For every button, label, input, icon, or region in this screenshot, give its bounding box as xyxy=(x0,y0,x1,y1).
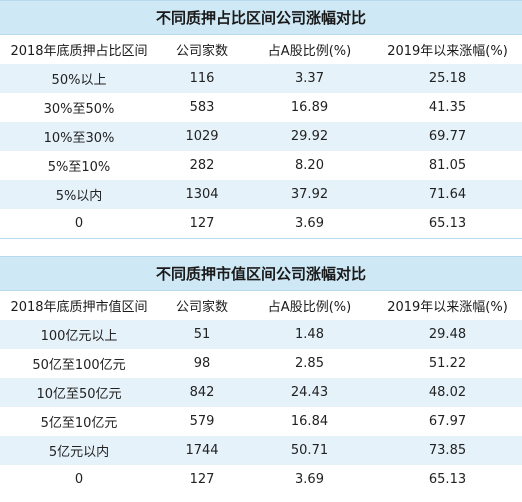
table-row: 10亿至50亿元 842 24.43 48.02 xyxy=(0,378,522,407)
cell-range: 0 xyxy=(0,465,158,494)
cell-count: 1304 xyxy=(158,180,246,209)
cell-gain: 73.85 xyxy=(373,436,522,465)
table-title: 不同质押占比区间公司涨幅对比 xyxy=(0,0,522,35)
cell-share: 24.43 xyxy=(246,378,373,407)
cell-gain: 71.64 xyxy=(373,180,522,209)
table-row: 100亿元以上 51 1.48 29.48 xyxy=(0,320,522,349)
table-row: 5%以内 1304 37.92 71.64 xyxy=(0,180,522,209)
cell-share: 3.37 xyxy=(246,64,373,93)
cell-count: 116 xyxy=(158,64,246,93)
cell-count: 282 xyxy=(158,151,246,180)
column-header: 公司家数 xyxy=(158,35,246,64)
table-title: 不同质押市值区间公司涨幅对比 xyxy=(0,256,522,291)
cell-range: 30%至50% xyxy=(0,93,158,122)
cell-gain: 65.13 xyxy=(373,465,522,494)
cell-gain: 65.13 xyxy=(373,209,522,238)
cell-range: 10亿至50亿元 xyxy=(0,378,158,407)
cell-share: 16.84 xyxy=(246,407,373,436)
table-row: 50%以上 116 3.37 25.18 xyxy=(0,64,522,93)
cell-range: 5%至10% xyxy=(0,151,158,180)
table-bottom-border xyxy=(0,238,522,239)
cell-count: 127 xyxy=(158,209,246,238)
cell-share: 1.48 xyxy=(246,320,373,349)
column-header: 占A股比例(%) xyxy=(246,35,373,64)
cell-count: 1744 xyxy=(158,436,246,465)
cell-count: 51 xyxy=(158,320,246,349)
pledge-ratio-table: 2018年底质押占比区间 公司家数 占A股比例(%) 2019年以来涨幅(%) … xyxy=(0,35,522,238)
cell-gain: 67.97 xyxy=(373,407,522,436)
cell-count: 583 xyxy=(158,93,246,122)
cell-range: 5%以内 xyxy=(0,180,158,209)
table-row: 5%至10% 282 8.20 81.05 xyxy=(0,151,522,180)
table-row: 10%至30% 1029 29.92 69.77 xyxy=(0,122,522,151)
column-header: 2018年底质押市值区间 xyxy=(0,291,158,320)
cell-gain: 48.02 xyxy=(373,378,522,407)
header-row: 2018年底质押市值区间 公司家数 占A股比例(%) 2019年以来涨幅(%) xyxy=(0,291,522,320)
cell-count: 127 xyxy=(158,465,246,494)
cell-share: 3.69 xyxy=(246,465,373,494)
cell-gain: 51.22 xyxy=(373,349,522,378)
table-row: 50亿至100亿元 98 2.85 51.22 xyxy=(0,349,522,378)
pledge-ratio-table-block: 不同质押占比区间公司涨幅对比 2018年底质押占比区间 公司家数 占A股比例(%… xyxy=(0,0,522,239)
cell-share: 37.92 xyxy=(246,180,373,209)
cell-gain: 81.05 xyxy=(373,151,522,180)
table-row: 5亿元以内 1744 50.71 73.85 xyxy=(0,436,522,465)
cell-gain: 41.35 xyxy=(373,93,522,122)
cell-range: 50%以上 xyxy=(0,64,158,93)
column-header: 公司家数 xyxy=(158,291,246,320)
column-header: 2019年以来涨幅(%) xyxy=(373,291,522,320)
cell-share: 3.69 xyxy=(246,209,373,238)
cell-share: 29.92 xyxy=(246,122,373,151)
column-header: 2019年以来涨幅(%) xyxy=(373,35,522,64)
table-row: 0 127 3.69 65.13 xyxy=(0,465,522,494)
table-row: 5亿至10亿元 579 16.84 67.97 xyxy=(0,407,522,436)
cell-range: 50亿至100亿元 xyxy=(0,349,158,378)
cell-gain: 25.18 xyxy=(373,64,522,93)
cell-range: 10%至30% xyxy=(0,122,158,151)
cell-range: 0 xyxy=(0,209,158,238)
cell-range: 100亿元以上 xyxy=(0,320,158,349)
header-row: 2018年底质押占比区间 公司家数 占A股比例(%) 2019年以来涨幅(%) xyxy=(0,35,522,64)
column-header: 占A股比例(%) xyxy=(246,291,373,320)
cell-range: 5亿元以内 xyxy=(0,436,158,465)
cell-count: 579 xyxy=(158,407,246,436)
cell-range: 5亿至10亿元 xyxy=(0,407,158,436)
pledge-value-table-block: 不同质押市值区间公司涨幅对比 2018年底质押市值区间 公司家数 占A股比例(%… xyxy=(0,256,522,494)
cell-count: 98 xyxy=(158,349,246,378)
cell-gain: 69.77 xyxy=(373,122,522,151)
pledge-value-table: 2018年底质押市值区间 公司家数 占A股比例(%) 2019年以来涨幅(%) … xyxy=(0,291,522,494)
cell-gain: 29.48 xyxy=(373,320,522,349)
table-row: 0 127 3.69 65.13 xyxy=(0,209,522,238)
cell-share: 50.71 xyxy=(246,436,373,465)
column-header: 2018年底质押占比区间 xyxy=(0,35,158,64)
cell-share: 8.20 xyxy=(246,151,373,180)
cell-count: 842 xyxy=(158,378,246,407)
cell-share: 2.85 xyxy=(246,349,373,378)
table-row: 30%至50% 583 16.89 41.35 xyxy=(0,93,522,122)
cell-share: 16.89 xyxy=(246,93,373,122)
cell-count: 1029 xyxy=(158,122,246,151)
